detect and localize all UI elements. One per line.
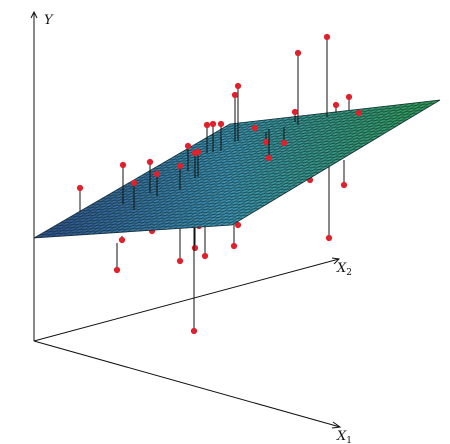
plane-grid-line: [202, 103, 410, 228]
plane-grid-line: [220, 101, 428, 226]
plane-grid-line: [185, 105, 391, 229]
data-point: [176, 257, 184, 265]
plane-grid-line: [92, 116, 292, 235]
plane-grid-line: [138, 111, 342, 232]
plane-grid-line: [179, 106, 385, 229]
data-point: [323, 33, 331, 41]
data-point: [345, 93, 353, 101]
y-axis-arrow: [30, 10, 38, 19]
data-point: [251, 124, 259, 132]
plane-grid-line: [115, 113, 317, 233]
data-point: [201, 252, 209, 260]
data-point: [130, 179, 138, 187]
plane-grid-line: [103, 115, 305, 234]
plane-grid-line: [45, 122, 243, 238]
plane-grid-line: [208, 102, 416, 227]
plane-grid-line: [191, 104, 397, 228]
plane-grid-line: [196, 104, 404, 228]
data-point: [203, 121, 211, 129]
plane-grid-line: [156, 108, 360, 231]
data-point: [217, 120, 225, 128]
plane-grid-line: [63, 120, 261, 237]
data-point: [153, 170, 161, 178]
data-point: [209, 120, 217, 128]
data-point: [194, 148, 202, 156]
plane-grid-line: [150, 109, 354, 231]
plane-grid-line: [109, 114, 311, 234]
data-point: [340, 181, 348, 189]
plane-grid-line: [132, 111, 336, 232]
data-point: [76, 184, 84, 192]
plane-grid-line: [57, 120, 255, 237]
data-point: [234, 82, 242, 90]
axes: [30, 10, 342, 429]
regression-plane: [33, 99, 441, 239]
data-point: [325, 234, 333, 242]
data-point: [231, 91, 239, 99]
x2-axis-line: [33, 258, 340, 342]
plane-grid-line: [167, 107, 373, 230]
data-point: [176, 162, 184, 170]
data-point: [119, 161, 127, 169]
data-point: [230, 242, 238, 250]
data-point: [355, 109, 363, 117]
plane-grid-line: [144, 110, 348, 231]
data-point: [265, 154, 273, 162]
plane-grid-line: [121, 113, 323, 233]
x1-axis-line: [33, 340, 341, 428]
x1-axis-arrow: [331, 421, 342, 429]
data-point: [291, 108, 299, 116]
data-point: [190, 327, 198, 335]
data-point: [146, 158, 154, 166]
plane-grid-line: [226, 100, 434, 226]
data-point: [234, 221, 242, 229]
x1-axis-label: X1: [336, 429, 352, 444]
data-point: [332, 101, 340, 109]
data-point: [262, 138, 270, 146]
plane-grid-line: [68, 119, 268, 236]
data-point: [118, 236, 126, 244]
plane-grid-line: [127, 112, 329, 233]
points-above-plane: [76, 33, 363, 212]
data-point: [113, 266, 121, 274]
data-point: [184, 142, 192, 150]
plane-grid-line: [74, 118, 274, 236]
plane-grid-line: [162, 108, 366, 230]
plane-grid-line: [173, 106, 379, 230]
plane-grid-line: [39, 123, 237, 238]
y-axis-label: Y: [44, 13, 54, 28]
x2-axis-label: X2: [336, 261, 352, 278]
plane-grid-line: [214, 101, 422, 227]
data-point: [294, 49, 302, 57]
x2-axis-arrow: [331, 257, 341, 265]
data-point: [280, 139, 288, 147]
data-point: [191, 244, 199, 252]
plane-grid-line: [86, 117, 286, 235]
